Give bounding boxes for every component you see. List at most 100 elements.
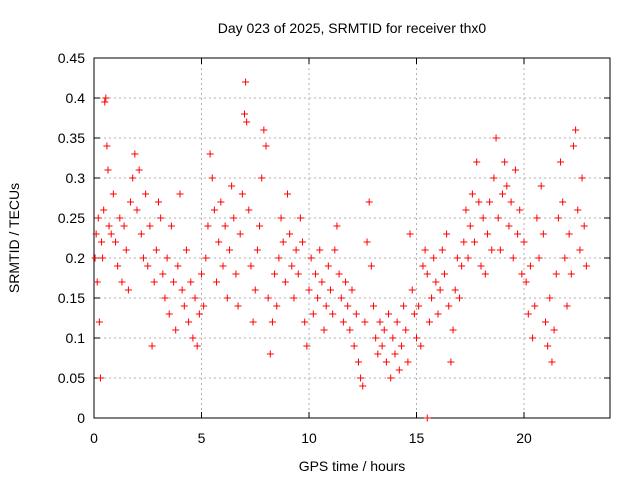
data-point xyxy=(578,174,586,182)
data-point xyxy=(557,158,565,166)
data-point xyxy=(146,222,154,230)
x-tick-label: 15 xyxy=(409,430,425,446)
data-point xyxy=(98,238,106,246)
data-point xyxy=(109,190,117,198)
data-point xyxy=(288,262,296,270)
data-point xyxy=(135,166,143,174)
y-tick-label: 0.3 xyxy=(66,170,86,186)
data-point xyxy=(129,174,137,182)
data-point xyxy=(539,230,547,238)
data-point xyxy=(198,270,205,278)
data-point xyxy=(176,190,184,198)
data-point xyxy=(471,238,479,246)
data-point xyxy=(122,246,130,254)
data-point xyxy=(185,318,193,326)
data-point xyxy=(275,254,283,262)
data-point xyxy=(438,246,446,254)
data-point xyxy=(367,262,375,270)
data-point xyxy=(238,190,246,198)
data-point xyxy=(225,246,233,254)
data-point xyxy=(292,246,300,254)
data-points xyxy=(91,78,590,422)
data-point xyxy=(118,278,126,286)
data-point xyxy=(105,222,113,230)
data-point xyxy=(333,222,341,230)
data-point xyxy=(245,206,253,214)
data-point xyxy=(415,302,423,310)
data-point xyxy=(305,286,313,294)
data-point xyxy=(215,238,223,246)
data-point xyxy=(241,110,248,118)
y-axis-label: SRMTID / TECUs xyxy=(6,183,22,293)
data-point xyxy=(563,302,571,310)
data-point xyxy=(428,294,436,302)
data-point xyxy=(327,286,334,294)
data-point xyxy=(533,214,541,222)
data-point xyxy=(193,342,201,350)
y-axis: 0 0.05 0.1 0.15 0.2 0.25 0.3 0.35 0.4 0.45 xyxy=(58,50,610,426)
plot-frame xyxy=(93,57,611,419)
data-point xyxy=(464,254,472,262)
data-point xyxy=(496,246,504,254)
data-point xyxy=(434,310,442,318)
data-point xyxy=(458,262,466,270)
data-point xyxy=(481,270,489,278)
data-point xyxy=(260,126,268,134)
data-point xyxy=(526,262,534,270)
data-point xyxy=(406,230,414,238)
data-point xyxy=(505,222,513,230)
data-point xyxy=(103,142,111,150)
x-tick-label: 20 xyxy=(516,430,532,446)
data-point xyxy=(299,238,307,246)
data-point xyxy=(503,182,511,190)
data-point xyxy=(361,318,369,326)
data-point xyxy=(354,358,362,366)
data-point xyxy=(213,278,221,286)
data-point xyxy=(271,270,279,278)
data-point xyxy=(329,310,337,318)
data-point xyxy=(350,342,358,350)
data-point xyxy=(404,358,412,366)
data-point xyxy=(542,318,549,326)
y-tick-label: 0.1 xyxy=(66,330,86,346)
data-point xyxy=(256,222,264,230)
data-point xyxy=(165,310,173,318)
data-point xyxy=(204,222,212,230)
data-point xyxy=(376,318,384,326)
data-point xyxy=(253,246,261,254)
data-point xyxy=(514,230,522,238)
data-point xyxy=(432,278,440,286)
data-point xyxy=(139,254,147,262)
data-point xyxy=(344,302,352,310)
data-point xyxy=(279,238,287,246)
data-point xyxy=(120,222,128,230)
data-point xyxy=(182,246,190,254)
data-point xyxy=(318,278,326,286)
data-point xyxy=(443,230,451,238)
data-point xyxy=(402,326,410,334)
x-tick-label: 10 xyxy=(301,430,317,446)
data-point xyxy=(395,366,403,374)
data-point xyxy=(320,326,328,334)
data-point xyxy=(324,262,332,270)
data-point xyxy=(127,198,135,206)
data-point xyxy=(423,414,431,422)
data-point xyxy=(202,254,210,262)
data-point xyxy=(157,214,165,222)
data-point xyxy=(264,294,272,302)
data-point xyxy=(554,214,562,222)
data-point xyxy=(331,246,339,254)
data-point xyxy=(511,166,519,174)
y-tick-label: 0.25 xyxy=(58,210,85,226)
data-point xyxy=(187,278,195,286)
data-point xyxy=(93,278,101,286)
data-point xyxy=(436,286,444,294)
data-point xyxy=(357,374,365,382)
data-point xyxy=(102,94,110,102)
data-point xyxy=(219,262,227,270)
data-point xyxy=(301,318,309,326)
data-point xyxy=(477,262,485,270)
data-point xyxy=(393,318,401,326)
data-point xyxy=(107,230,115,238)
data-point xyxy=(372,334,380,342)
